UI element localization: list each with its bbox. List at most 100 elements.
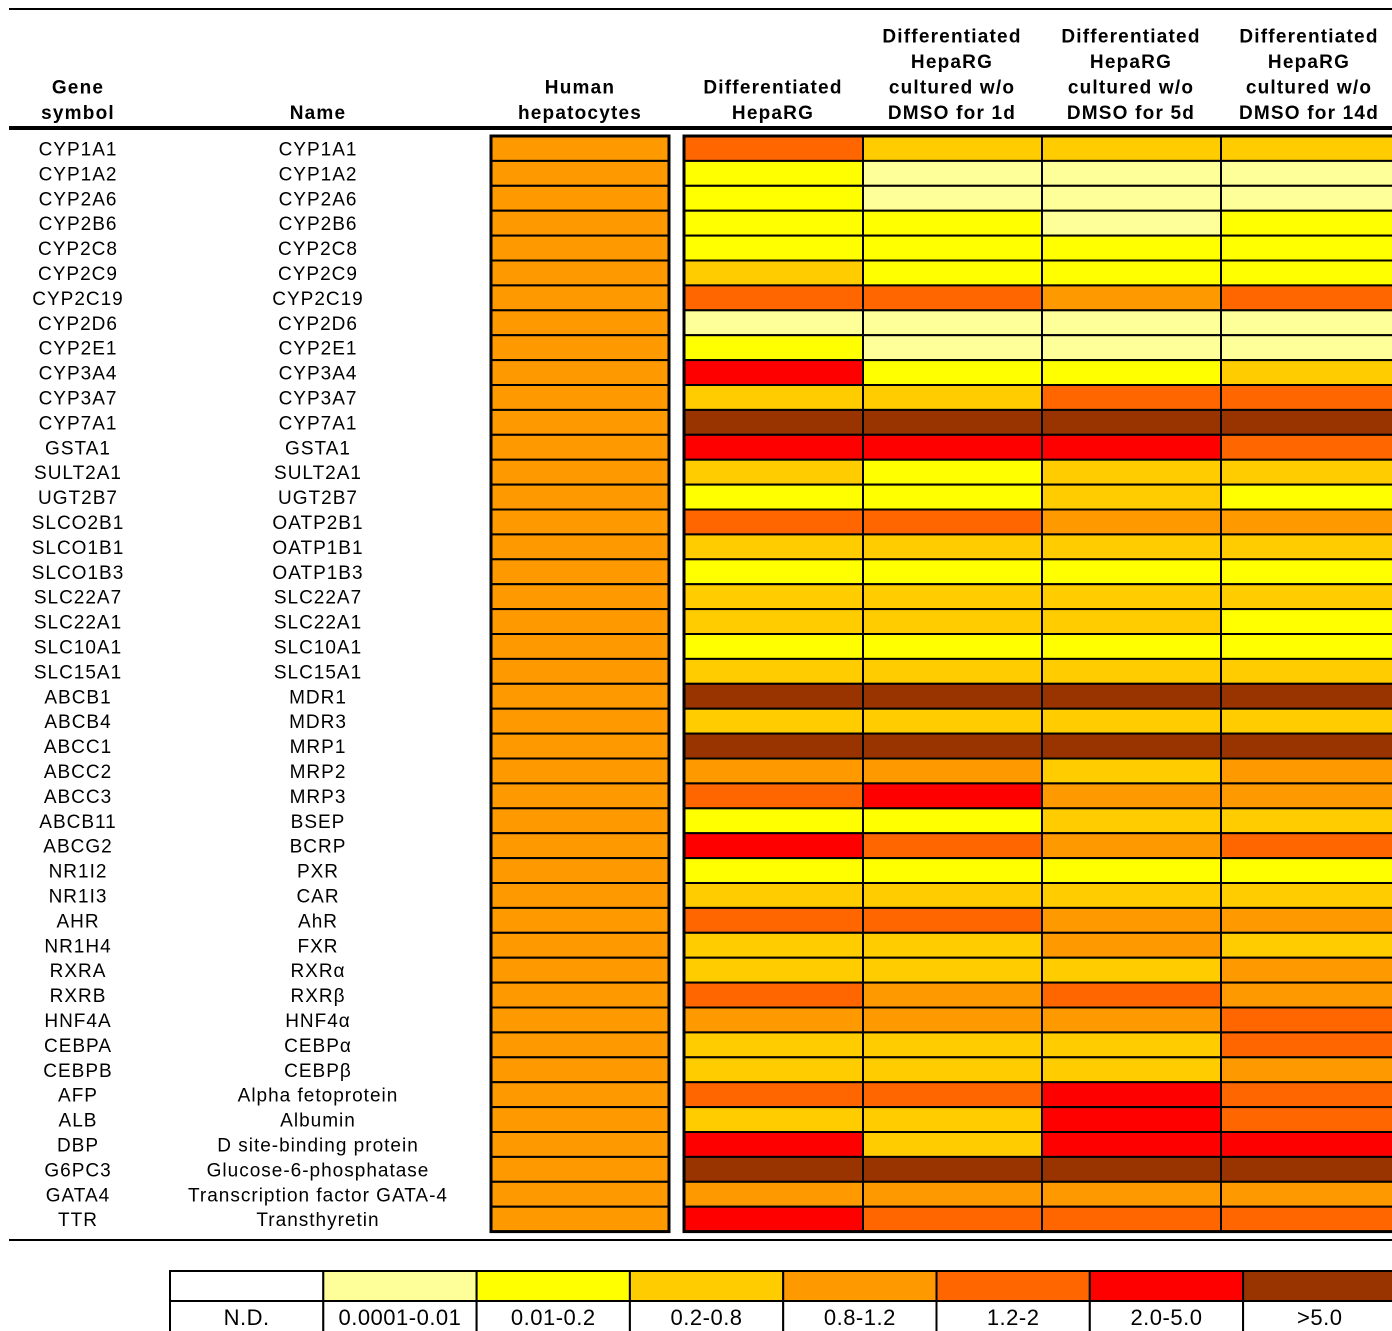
heatmap-cell [862,483,1043,511]
gene-symbol-label: HNF4A [44,1011,111,1032]
gene-symbol-label: CYP2B6 [39,214,118,235]
heatmap-cell [1220,533,1392,561]
heatmap-cell [683,508,864,536]
heatmap-cell [862,1056,1043,1084]
heatmap-cell [1220,583,1392,611]
heatmap-cell [1041,309,1222,337]
heatmap-cell [862,309,1043,337]
heatmap-cell [1220,359,1392,387]
legend-label: 0.0001-0.01 [338,1305,461,1330]
gene-symbol-label: ABCB1 [44,687,111,708]
legend-swatch [475,1270,631,1302]
heatmap-cell [1220,931,1392,959]
gene-symbol-label: SULT2A1 [34,463,122,484]
gene-name-label: RXRβ [290,986,345,1007]
heatmap-cell [862,135,1043,162]
heatmap-cell [490,1106,670,1133]
legend-swatch [1242,1270,1392,1302]
legend-label: 0.2-0.8 [671,1305,743,1330]
heatmap-cell [862,1081,1043,1109]
heatmap-cell [490,882,670,909]
table-body: CYP1A1 CYP1A1 CYP1A2 CYP1A2 CYP2A6 CYP2A6 CYP2… [9,134,1392,1241]
heatmap-cell [1220,334,1392,362]
header-column-1: hepatocytes [518,103,642,124]
gene-symbol-label: G6PC3 [44,1160,111,1181]
heatmap-cell [1041,433,1222,461]
heatmap-cell [683,1106,864,1133]
heatmap-cell [490,135,670,162]
heatmap-cell [1041,384,1222,411]
gene-symbol-label: CYP7A1 [39,413,118,434]
gene-symbol-label: NR1I3 [49,886,108,907]
heatmap-cell [1220,508,1392,536]
heatmap-cell [1220,857,1392,884]
header-column-4: cultured w/o [1068,78,1194,99]
heatmap-cell [683,1006,864,1034]
legend-label-box [1242,1300,1392,1331]
gene-name-label: MRP3 [290,787,347,808]
gene-name-label: UGT2B7 [278,488,358,509]
legend-label-box [628,1300,785,1331]
legend-label: 1.2-2 [987,1305,1040,1330]
heatmap-cell [683,857,864,884]
heatmap-cell [862,508,1043,536]
gene-name-label: PXR [297,862,339,883]
heatmap-cell [1041,1155,1222,1183]
heatmap-cell [862,682,1043,710]
heatmap-cell [490,159,670,187]
heatmap-cell [490,608,670,635]
heatmap-cell [683,956,864,984]
heatmap-cell [683,533,864,561]
header-column-4: Differentiated [1061,27,1200,48]
heatmap-cell [1041,483,1222,511]
gene-name-label: CYP2C19 [272,289,364,310]
heatmap-cell [1220,732,1392,760]
heatmap-cell [490,732,670,760]
heatmap-cell [683,906,864,934]
heatmap-cell [1220,284,1392,312]
gene-name-label: MDR1 [289,687,347,708]
heatmap-cell [490,682,670,710]
heatmap-cell [683,1131,864,1158]
heatmap-cell [490,906,670,934]
gene-symbol-label: SLCO2B1 [32,513,125,534]
gene-name-label: HNF4α [285,1011,351,1032]
heatmap-cell [1041,458,1222,486]
legend-label: >5.0 [1297,1305,1342,1330]
heatmap-cell [490,707,670,735]
heatmap-cell [490,334,670,362]
heatmap-cell [1041,1006,1222,1034]
heatmap-cell [1220,608,1392,635]
heatmap-cell [1220,458,1392,486]
header-column-2: HepaRG [732,103,814,124]
heatmap-cell [490,782,670,810]
heatmap-cell [1041,259,1222,287]
heatmap-cell [1220,408,1392,436]
heatmap-cell [862,359,1043,387]
heatmap-cell [1041,782,1222,810]
heatmap-cell [1041,209,1222,237]
heatmap-cell [683,408,864,436]
header-column-4: DMSO for 5d [1067,103,1195,124]
gene-symbol-label: UGT2B7 [38,488,118,509]
gene-name-label: CYP2C9 [278,264,358,285]
heatmap-cell [862,284,1043,312]
heatmap-cell [862,931,1043,959]
heatmap-cell [862,857,1043,884]
gene-name-label: MRP2 [290,762,347,783]
header-column-3: DMSO for 1d [888,103,1016,124]
gene-name-label: CYP3A7 [279,388,358,409]
gene-name-label: Albumin [280,1111,356,1132]
heatmap-cell [1041,135,1222,162]
heatmap-cell [1041,1081,1222,1109]
heatmap-cell [862,184,1043,212]
gene-symbol-label: ALB [59,1111,98,1132]
heatmap-cell [862,782,1043,810]
gene-symbol-label: AFP [58,1086,98,1107]
heatmap-cell [490,857,670,884]
legend-swatch [782,1270,938,1302]
heatmap-cell [862,633,1043,660]
heatmap-cell [490,1031,670,1059]
heatmap-cell [1041,1031,1222,1059]
